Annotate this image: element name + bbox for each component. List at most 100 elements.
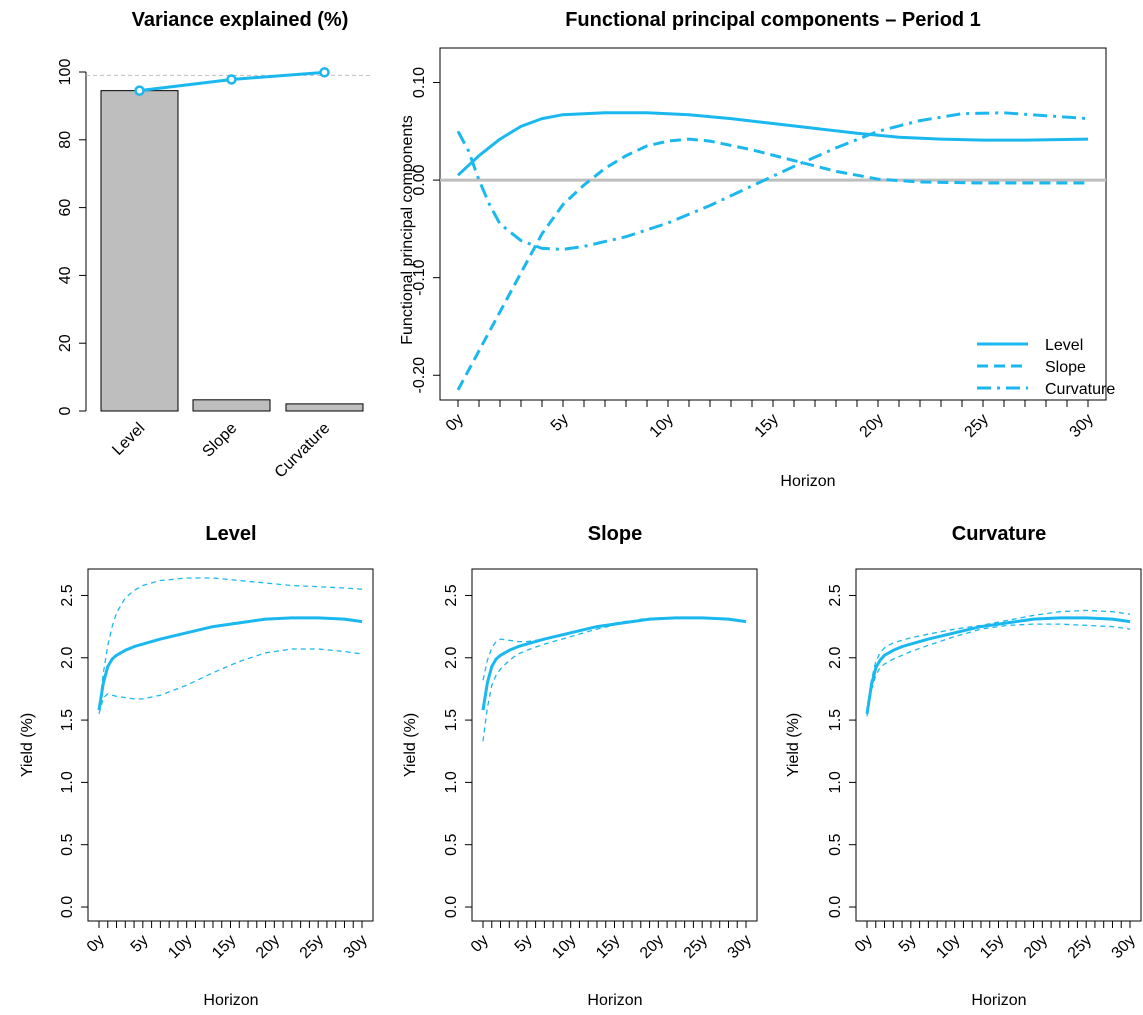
curvature-y-axis: 0.0 0.5 1.0 1.5 2.0 2.5 [827,584,856,918]
fpc-x-tick-label: 5y [548,411,572,435]
curvature-y-tick-label: 2.0 [827,647,844,669]
slope-x-axis: 0y 5y 10y 15y 20y 25y 30y [468,920,755,962]
fpc-x-tick-label: 15y [752,411,782,441]
curvature-plot-content [865,609,1131,717]
slope-x-tick-label: 25y [681,932,711,962]
curvature-panel: Curvature 0y 5y 10y 15y 20y 25y 30y 0.0 0.5 1.0 1… [785,523,1142,1009]
level-y-tick-label: 2.0 [59,647,76,669]
curvature-y-tick-label: 1.5 [827,709,844,731]
fpc-x-tick-label: 25y [962,411,992,441]
fpc-series-slope-line [456,137,1088,391]
curvature-x-tick-label: 20y [1021,932,1051,962]
level-x-label: Horizon [203,992,258,1009]
variance-y-tick-label: 80 [57,131,74,149]
level-x-axis: 0y 5y 10y 15y 20y 25y 30y [84,920,371,962]
variance-cumulative-point [134,85,145,96]
curvature-y-label: Yield (%) [785,713,802,777]
variance-bars [86,67,372,412]
level-x-tick-label: 0y [84,932,108,956]
curvature-x-tick-label: 15y [977,932,1007,962]
level-x-tick-label: 10y [165,932,195,962]
variance-bar [285,403,364,412]
fpc-plot-frame [439,47,1107,401]
variance-y-tick-label: 40 [57,266,74,284]
fpc-legend-curvature-label: Curvature [1045,381,1115,398]
fpc-x-tick-label: 20y [857,411,887,441]
slope-series-lower-line [482,617,747,742]
slope-plot-content [481,616,747,742]
level-x-tick-label: 25y [297,932,327,962]
variance-cumulative-point [319,67,330,78]
curvature-x-tick-label: 5y [896,932,920,956]
level-x-tick-label: 30y [341,932,371,962]
level-y-tick-label: 0.0 [59,896,76,918]
variance-category-label: Level [109,420,148,459]
slope-x-tick-label: 5y [512,932,536,956]
variance-cumulative-point [226,74,237,85]
variance-category-label: Curvature [272,420,334,482]
curvature-y-tick-label: 1.0 [827,771,844,793]
variance-bar [100,90,179,412]
fpc-y-axis: -0.20 -0.10 0.00 0.10 [411,67,440,393]
fpc-plot-content [440,111,1106,391]
curvature-series-upper-line [866,609,1131,712]
curvature-y-tick-label: 2.5 [827,584,844,606]
level-series-lower-line [98,648,363,714]
variance-y-tick-label: 0 [57,406,74,415]
level-x-tick-label: 20y [253,932,283,962]
slope-y-axis: 0.0 0.5 1.0 1.5 2.0 2.5 [443,584,472,918]
slope-x-tick-label: 10y [549,932,579,962]
curvature-x-tick-label: 10y [933,932,963,962]
variance-y-tick-label: 20 [57,334,74,352]
variance-y-tick-label: 60 [57,199,74,217]
fpc-x-tick-label: 30y [1067,411,1097,441]
fpc-x-label: Horizon [780,473,835,490]
curvature-x-tick-label: 0y [852,932,876,956]
variance-category-labels: Level Slope Curvature [109,420,333,482]
level-panel: Level 0y 5y 10y 15y 20y 25y 30y 0.0 0.5 1.0 1.5 2.… [19,523,374,1009]
curvature-title: Curvature [952,523,1046,545]
slope-x-tick-label: 20y [637,932,667,962]
slope-y-label: Yield (%) [402,713,419,777]
curvature-series-mean-line [865,616,1131,715]
level-plot-content [97,577,363,714]
slope-plot-frame [471,568,758,922]
fpc-y-label: Functional principal components [399,115,416,344]
slope-x-tick-label: 15y [593,932,623,962]
slope-panel: Slope 0y 5y 10y 15y 20y 25y 30y 0.0 0.5 1.0 1.5 2.… [402,523,758,1009]
curvature-y-tick-label: 0.0 [827,896,844,918]
curvature-y-tick-label: 0.5 [827,833,844,855]
fpc-panel: Functional principal components – Period… [399,9,1115,490]
variance-bar [192,399,271,412]
slope-y-tick-label: 2.0 [443,647,460,669]
level-x-tick-label: 5y [128,932,152,956]
level-x-tick-label: 15y [209,932,239,962]
curvature-x-tick-label: 25y [1065,932,1095,962]
fpc-title: Functional principal components – Period… [565,9,981,31]
fpc-legend: Level Slope Curvature [977,337,1115,398]
variance-y-axis: 0 20 40 60 80 100 [57,59,87,415]
slope-series-upper-line [482,617,747,681]
curvature-x-tick-label: 30y [1109,932,1139,962]
level-plot-frame [87,568,374,922]
level-y-tick-label: 1.5 [59,709,76,731]
variance-category-label: Slope [199,420,240,461]
level-series-mean-line [97,616,363,711]
slope-y-tick-label: 2.5 [443,584,460,606]
level-series-upper-line [98,577,363,708]
slope-x-label: Horizon [587,992,642,1009]
variance-explained-panel: Variance explained (%) 0 20 40 60 80 100 Leve… [57,9,372,482]
slope-x-tick-label: 30y [725,932,755,962]
level-y-axis: 0.0 0.5 1.0 1.5 2.0 2.5 [59,584,88,918]
fpc-y-tick-label: -0.10 [411,259,428,296]
fpc-y-tick-label: 0.10 [411,67,428,98]
variance-y-tick-label: 100 [57,59,74,86]
slope-y-tick-label: 1.5 [443,709,460,731]
fpc-legend-level-label: Level [1045,337,1083,354]
level-y-tick-label: 2.5 [59,584,76,606]
curvature-series-lower-line [866,623,1131,717]
variance-title: Variance explained (%) [132,9,349,31]
fpc-y-tick-label: 0.00 [411,164,428,195]
slope-y-tick-label: 0.5 [443,833,460,855]
